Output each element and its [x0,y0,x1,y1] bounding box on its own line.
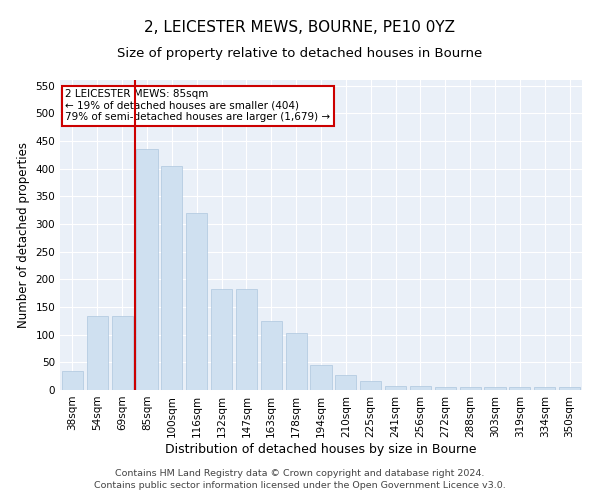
Bar [335,374,356,390]
Bar [559,387,580,390]
Text: 2, LEICESTER MEWS, BOURNE, PE10 0YZ: 2, LEICESTER MEWS, BOURNE, PE10 0YZ [145,20,455,35]
Bar [112,316,133,390]
Bar [62,370,83,390]
Bar [211,289,232,390]
Bar [236,289,257,390]
Bar [385,386,406,390]
Bar [261,321,282,390]
Text: Contains HM Land Registry data © Crown copyright and database right 2024.
Contai: Contains HM Land Registry data © Crown c… [94,468,506,490]
Bar [460,387,481,390]
Bar [286,333,307,390]
Text: Size of property relative to detached houses in Bourne: Size of property relative to detached ho… [118,48,482,60]
Bar [435,387,456,390]
Bar [136,149,158,390]
Bar [186,213,207,390]
Bar [410,386,431,390]
Y-axis label: Number of detached properties: Number of detached properties [17,142,30,328]
Bar [534,387,555,390]
X-axis label: Distribution of detached houses by size in Bourne: Distribution of detached houses by size … [165,442,477,456]
Bar [484,387,506,390]
Text: 2 LEICESTER MEWS: 85sqm
← 19% of detached houses are smaller (404)
79% of semi-d: 2 LEICESTER MEWS: 85sqm ← 19% of detache… [65,90,331,122]
Bar [360,380,381,390]
Bar [161,166,182,390]
Bar [509,387,530,390]
Bar [87,316,108,390]
Bar [310,365,332,390]
